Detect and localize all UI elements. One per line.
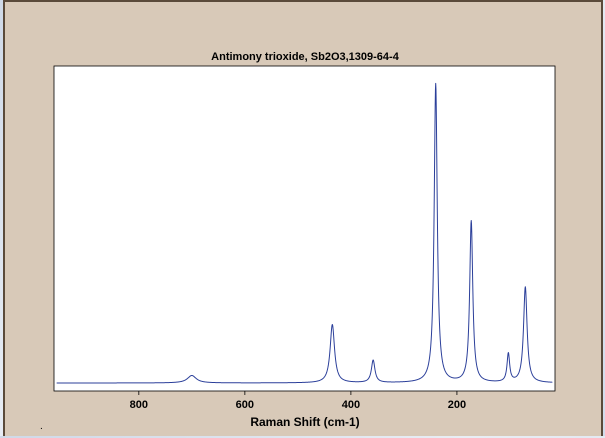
chart-frame: Antimony trioxide, Sb2O3,1309-64-4 800 60… [3,0,603,436]
raman-spectrum-line [56,82,553,384]
x-axis-label: Raman Shift (cm-1) [250,415,360,429]
x-axis-ticks: 800 600 400 200 [130,391,466,411]
x-tick-label: 600 [236,399,254,411]
stray-mark: . [40,421,43,432]
plot-area [53,65,556,392]
x-tick-label: 400 [342,399,360,411]
chart-title: Antimony trioxide, Sb2O3,1309-64-4 [211,51,399,63]
series-group [56,82,553,384]
x-tick-label: 200 [448,399,466,411]
spectrum-chart: 800 600 400 200 [53,65,556,411]
x-tick-label: 800 [130,399,148,411]
